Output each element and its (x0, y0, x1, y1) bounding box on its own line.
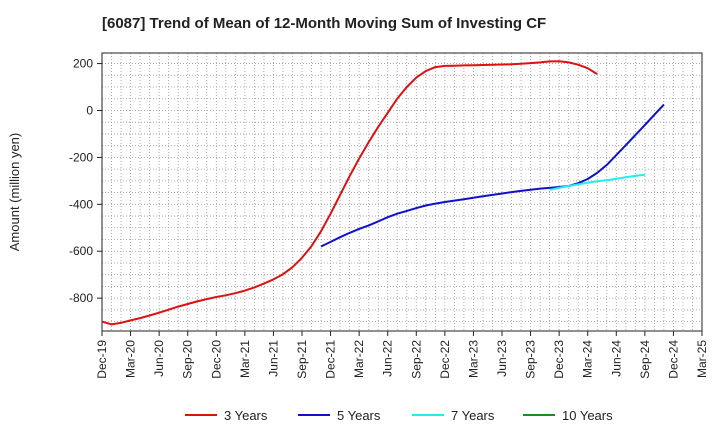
series-line-5-years (320, 103, 665, 248)
plot-area-frame (101, 52, 703, 332)
x-axis: Dec-19 Mar-20 Jun-20 Sep-20 Dec-20 Mar-21 Jun-… (95, 331, 709, 379)
x-tick-label: Dec-21 (324, 340, 338, 379)
grid (102, 53, 702, 331)
x-tick-label: Dec-22 (438, 340, 452, 379)
y-tick-label: 200 (73, 57, 93, 71)
x-tick-label: Jun-24 (609, 340, 623, 377)
x-tick-label: Sep-23 (524, 340, 538, 379)
legend: 3 Years 5 Years 7 Years 10 Years (185, 408, 613, 423)
x-tick-label: Jun-22 (381, 340, 395, 377)
y-tick-label: 0 (86, 103, 93, 117)
x-tick-label: Mar-24 (581, 340, 595, 378)
x-tick-label: Jun-21 (266, 340, 280, 377)
x-tick-label: Sep-20 (181, 340, 195, 379)
series-lines (101, 60, 665, 326)
legend-label: 5 Years (337, 408, 381, 423)
series-line-3-years (101, 60, 598, 326)
chart-title: [6087] Trend of Mean of 12-Month Moving … (102, 15, 546, 32)
y-tick-label: -600 (69, 244, 93, 258)
y-axis-label: Amount (million yen) (7, 133, 22, 252)
x-tick-label: Mar-20 (124, 340, 138, 378)
x-tick-label: Dec-23 (552, 340, 566, 379)
x-tick-label: Jun-23 (495, 340, 509, 377)
y-tick-label: -400 (69, 197, 93, 211)
x-tick-label: Mar-21 (238, 340, 252, 378)
y-tick-label: -800 (69, 291, 93, 305)
x-tick-label: Mar-25 (695, 340, 709, 378)
legend-label: 3 Years (224, 408, 268, 423)
x-tick-label: Mar-22 (352, 340, 366, 378)
x-tick-label: Dec-19 (95, 340, 109, 379)
x-tick-label: Jun-20 (152, 340, 166, 377)
x-tick-label: Sep-24 (638, 340, 652, 379)
y-axis: 200 0 -200 -400 -600 -800 (69, 57, 102, 305)
y-tick-label: -200 (69, 150, 93, 164)
x-tick-label: Dec-24 (666, 340, 680, 379)
x-tick-label: Mar-23 (466, 340, 480, 378)
legend-label: 7 Years (451, 408, 495, 423)
x-tick-label: Sep-21 (295, 340, 309, 379)
legend-label: 10 Years (562, 408, 613, 423)
x-tick-label: Sep-22 (409, 340, 423, 379)
x-tick-label: Dec-20 (209, 340, 223, 379)
series-line-7-years (549, 173, 646, 191)
